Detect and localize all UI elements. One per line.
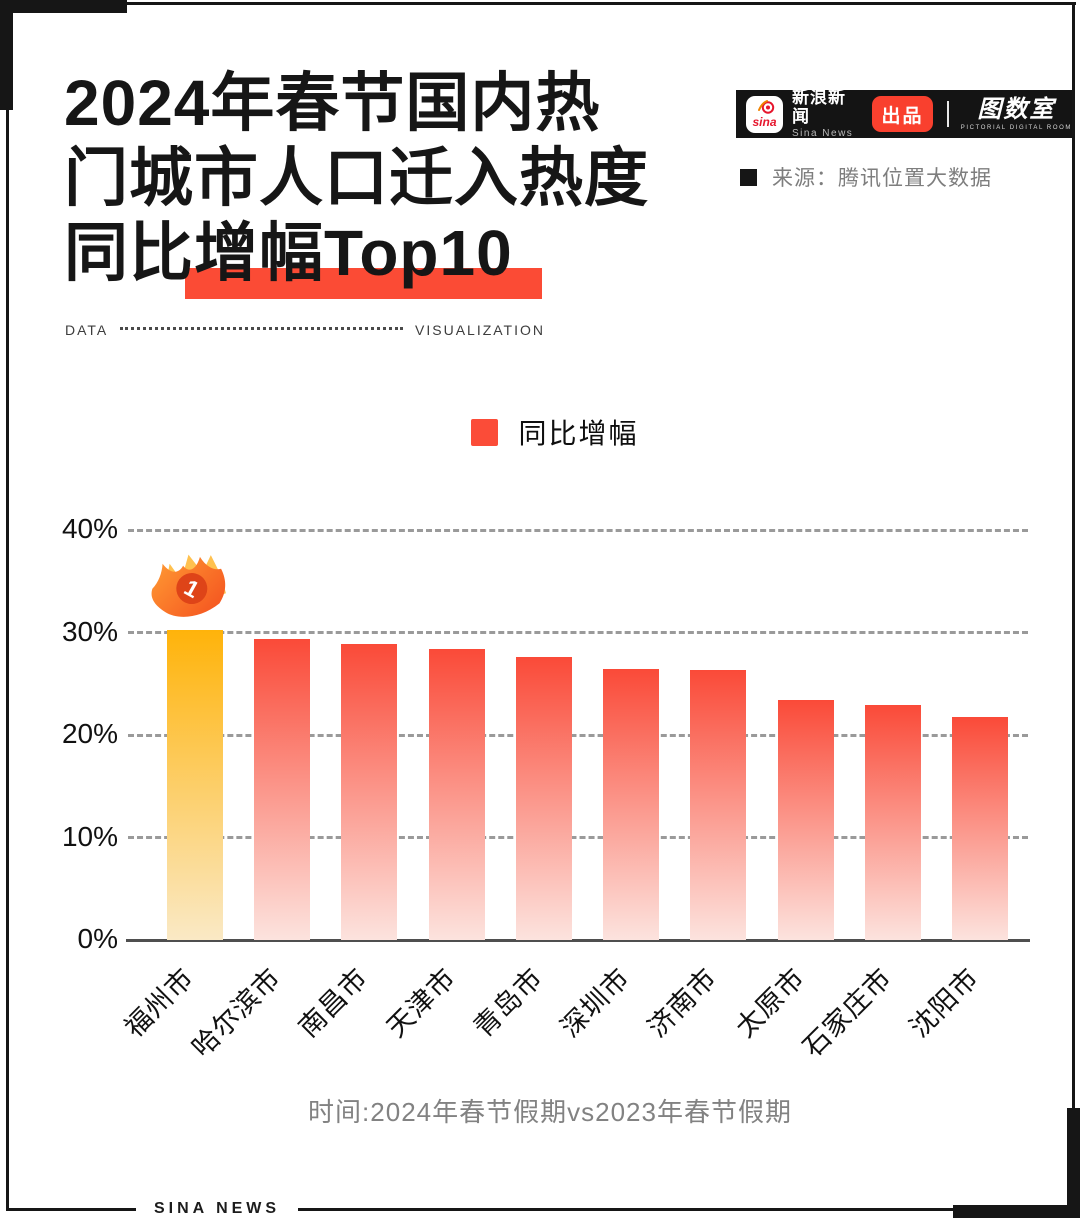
y-axis-tick-label: 40% — [61, 513, 118, 544]
gridline-40 — [128, 528, 1028, 532]
sina-logo-icon: sina — [746, 95, 783, 133]
divider-label-visualization: VISUALIZATION — [415, 322, 545, 338]
time-period-note: 时间:2024年春节假期vs2023年春节假期 — [308, 1097, 792, 1127]
publisher-banner: sina 新浪新闻 Sina News 出品 图数室 PICTORIAL DIG… — [736, 87, 1072, 140]
data-source-label: 来源：腾讯位置大数据 — [772, 167, 992, 190]
frame-corner-topleft-horizontal — [0, 0, 127, 13]
bar-南昌市 — [341, 643, 398, 940]
dotted-line — [120, 326, 404, 330]
legend-label: 同比增幅 — [518, 418, 639, 449]
bar-天津市 — [428, 648, 485, 940]
chart-legend: 同比增幅 — [0, 412, 1080, 452]
page-title-line3: 同比增幅Top10 — [64, 217, 513, 289]
bar-青岛市 — [515, 657, 572, 940]
page-title: 2024年春节国内热 门城市人口迁入热度 同比增幅Top10 — [64, 66, 649, 291]
page-title-line1: 2024年春节国内热 — [64, 67, 601, 139]
brand-name-cn: 新浪新闻 — [792, 87, 846, 126]
data-source-row: 来源：腾讯位置大数据 — [740, 162, 992, 192]
frame-corner-topleft-vertical — [0, 0, 13, 110]
y-axis-tick-label: 20% — [61, 718, 118, 749]
frame-bottom-line — [6, 1208, 954, 1211]
gridline-30 — [128, 631, 1028, 634]
frame-corner-bottomright-vertical — [1067, 1108, 1080, 1218]
studio-logo-subtext: PICTORIAL DIGITAL ROOM — [960, 124, 1072, 131]
sina-logo-text: sina — [752, 115, 776, 129]
page-title-line2: 门城市人口迁入热度 — [64, 142, 649, 214]
bar-哈尔滨市 — [254, 638, 311, 940]
square-bullet-icon — [740, 168, 757, 186]
data-visualization-divider: DATA VISUALIZATION — [65, 322, 545, 338]
bar-福州市 — [167, 630, 223, 940]
bar-石家庄市 — [864, 705, 921, 940]
gridline-20 — [128, 733, 1028, 737]
gridline-10 — [128, 836, 1028, 839]
studio-logo: 图数室 PICTORIAL DIGITAL ROOM — [960, 95, 1072, 131]
y-axis-tick-label: 0% — [77, 923, 118, 954]
frame-top-line — [0, 2, 1076, 5]
x-axis-line — [126, 939, 1030, 942]
bar-深圳市 — [603, 669, 660, 940]
bar-太原市 — [777, 700, 834, 940]
divider-label-data: DATA — [65, 322, 109, 338]
brand-name-en: Sina News — [792, 128, 854, 140]
footer-brand: SINA NEWS — [136, 1196, 299, 1218]
y-axis-tick-label: 10% — [61, 820, 118, 852]
bar-济南市 — [690, 670, 747, 940]
frame-left-line — [6, 2, 9, 1210]
frame-corner-bottomright-horizontal — [953, 1205, 1080, 1218]
frame-right-line — [1072, 2, 1075, 1142]
rank-1-crown-icon: 1 — [151, 554, 226, 617]
produced-by-badge: 出品 — [872, 96, 933, 132]
brand-text: 新浪新闻 Sina News — [792, 87, 862, 140]
title-highlight-bar — [185, 268, 542, 299]
bar-沈阳市 — [951, 716, 1008, 940]
y-axis-tick-label: 30% — [61, 615, 118, 647]
banner-divider — [946, 101, 949, 127]
studio-logo-text: 图数室 — [977, 95, 1056, 123]
legend-color-swatch — [471, 418, 499, 446]
